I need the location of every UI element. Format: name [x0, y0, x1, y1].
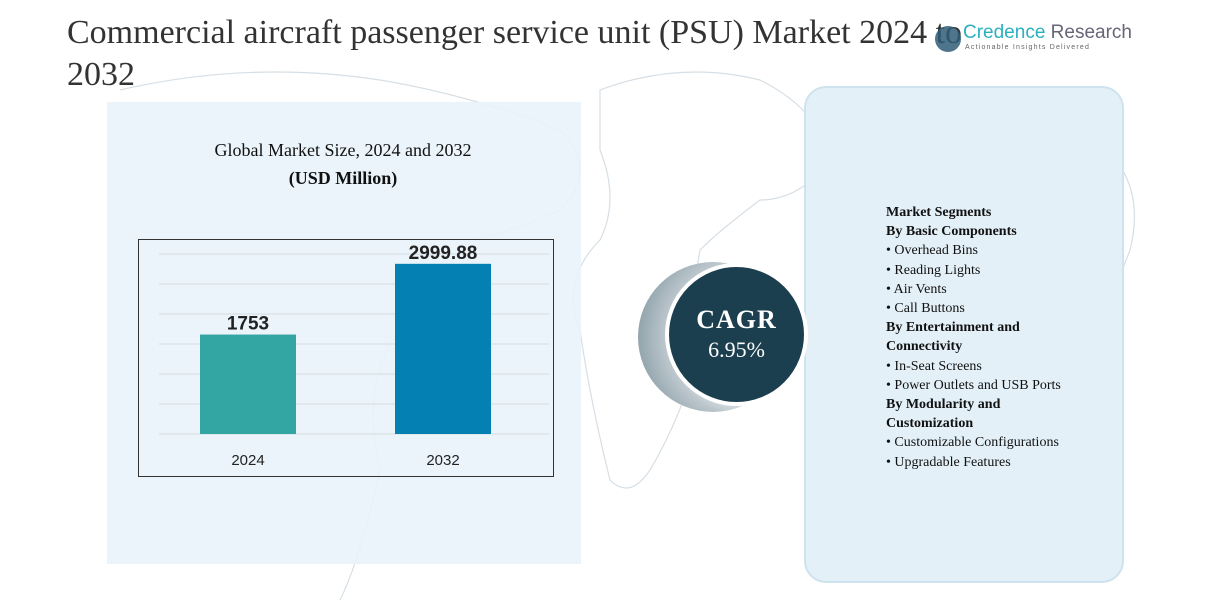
data-label: 2999.88 [409, 243, 478, 264]
segment-item: • Overhead Bins [886, 243, 978, 259]
x-tick-label: 2032 [426, 452, 459, 469]
cagr-badge: CAGR 6.95% [665, 263, 808, 406]
bar-2024 [200, 334, 296, 434]
chart-title: Global Market Size, 2024 and 2032 [214, 140, 472, 160]
chart-subtitle: (USD Million) [288, 168, 398, 188]
segment-item: • Reading Lights [886, 262, 981, 278]
bullet-icon: • [886, 435, 895, 451]
cagr-value: 6.95% [708, 337, 765, 362]
market-segments: Market Segments By Basic Components • Ove… [886, 203, 1061, 472]
segment-group-title: By Modularity and Customization [886, 397, 1001, 432]
bullet-icon: • [886, 301, 895, 317]
segment-item: • Air Vents [886, 281, 947, 297]
logo-tagline: Actionable Insights Delivered [965, 44, 1091, 51]
segment-item: • Upgradable Features [886, 454, 1011, 470]
bar-chart-svg: 1753 2024 2999.88 2032 [159, 243, 549, 469]
x-tick-label: 2024 [231, 452, 264, 469]
bullet-icon: • [886, 454, 895, 470]
segment-item: • In-Seat Screens [886, 358, 982, 374]
bar-chart: 1753 2024 2999.88 2032 [138, 239, 554, 477]
bullet-icon: • [886, 358, 895, 374]
segment-group-title: By Basic Components [886, 224, 1017, 240]
logo-name: Credence Research [963, 22, 1132, 43]
bullet-icon: • [886, 243, 895, 259]
segments-heading: Market Segments [886, 205, 992, 220]
segment-item: • Customizable Configurations [886, 435, 1059, 451]
chart-title-block: Global Market Size, 2024 and 2032 (USD M… [130, 136, 556, 192]
segment-item: • Call Buttons [886, 301, 965, 317]
logo-icon [935, 26, 961, 52]
page-title: Commercial aircraft passenger service un… [67, 14, 963, 93]
data-label: 1753 [227, 314, 269, 335]
segments-panel [804, 86, 1124, 583]
chart-panel [107, 102, 581, 564]
bullet-icon: • [886, 377, 895, 393]
bullet-icon: • [886, 262, 895, 278]
bullet-icon: • [886, 281, 894, 297]
cagr-label: CAGR [696, 305, 777, 334]
segment-group-title: By Entertainment and Connectivity [886, 320, 1020, 355]
bar-2032 [395, 263, 491, 434]
segment-item: • Power Outlets and USB Ports [886, 377, 1061, 393]
